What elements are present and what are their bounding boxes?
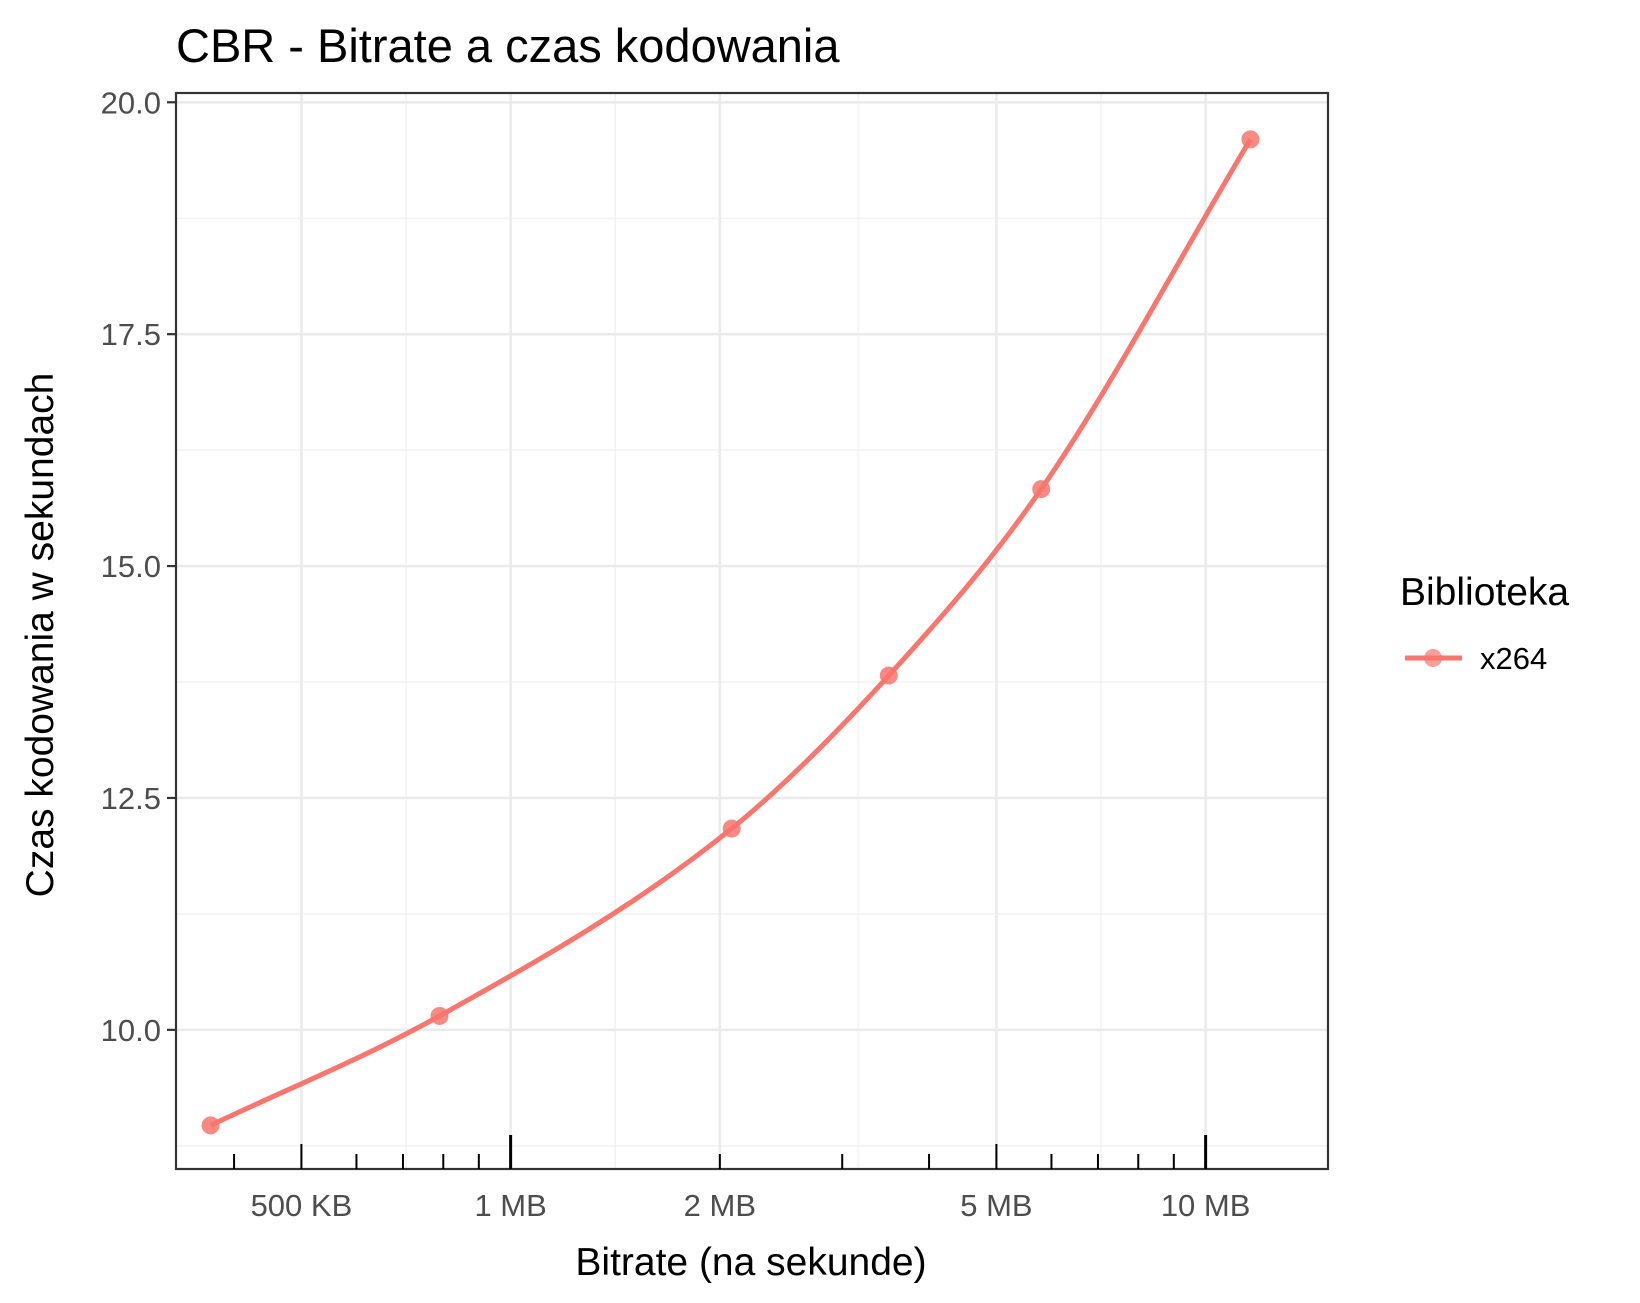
x-axis: 500 KB 1 MB 2 MB 5 MB 10 MB <box>233 1135 1251 1223</box>
y-axis: 10.0 12.5 15.0 17.5 20.0 <box>101 85 176 1048</box>
data-point <box>879 666 898 685</box>
data-point <box>1032 480 1051 499</box>
x-tick-label: 2 MB <box>684 1188 756 1223</box>
series-layer <box>201 130 1260 1135</box>
chart-title: CBR - Bitrate a czas kodowania <box>176 19 840 72</box>
y-tick-label: 15.0 <box>101 549 161 584</box>
x-tick-label: 5 MB <box>960 1188 1032 1223</box>
y-axis-title: Czas kodowania w sekundach <box>19 373 62 898</box>
legend-title: Biblioteka <box>1400 571 1569 614</box>
y-tick-label: 20.0 <box>101 85 161 120</box>
x-tick-label: 500 KB <box>251 1188 353 1223</box>
grid-major <box>176 93 1328 1169</box>
data-point <box>430 1006 449 1025</box>
x-axis-title: Bitrate (na sekunde) <box>575 1241 926 1284</box>
data-point <box>722 819 741 838</box>
legend-key-point <box>1424 649 1442 667</box>
series-line-x264 <box>209 138 1253 1128</box>
legend: Biblioteka x264 <box>1400 571 1569 676</box>
y-tick-label: 10.0 <box>101 1013 161 1048</box>
y-tick-label: 12.5 <box>101 781 161 816</box>
y-tick-label: 17.5 <box>101 317 161 352</box>
panel-border <box>174 91 1330 1171</box>
legend-label-x264: x264 <box>1480 641 1547 676</box>
data-point <box>1241 130 1260 149</box>
x-tick-label: 1 MB <box>474 1188 546 1223</box>
data-point <box>201 1116 220 1135</box>
x-tick-label: 10 MB <box>1161 1188 1251 1223</box>
